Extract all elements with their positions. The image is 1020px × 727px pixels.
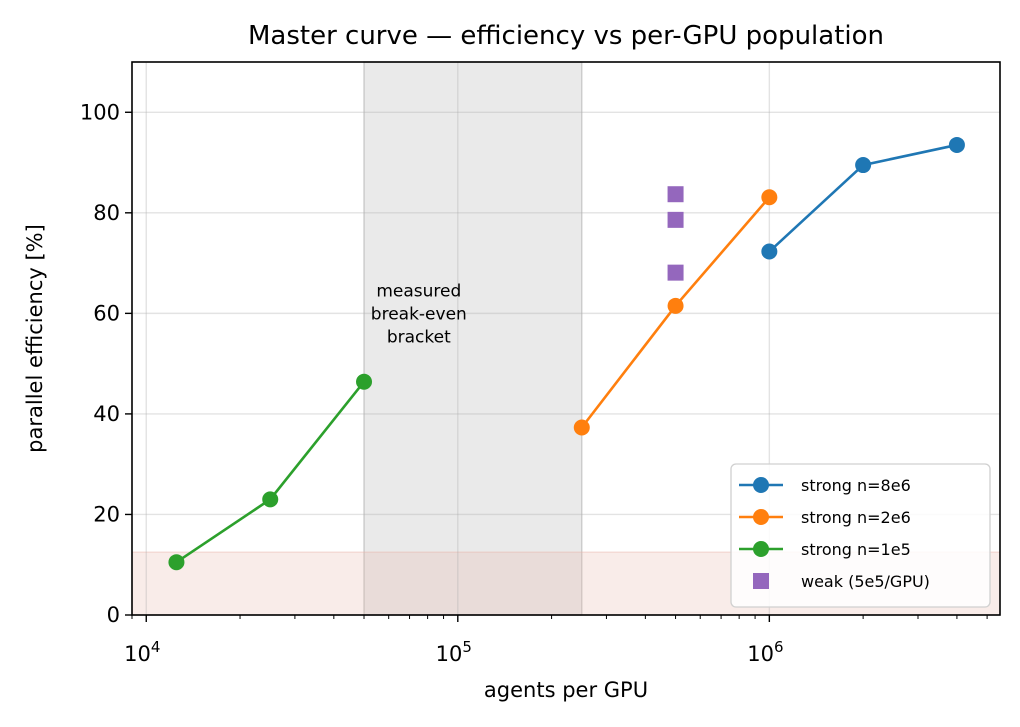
legend-label: strong n=8e6: [801, 476, 911, 495]
legend: strong n=8e6 strong n=2e6 strong n=1e5 weak…: [730, 463, 991, 608]
legend-label: strong n=2e6: [801, 508, 911, 527]
y-tick-label: 0: [107, 603, 120, 627]
legend-box: [730, 463, 991, 608]
data-point: [761, 189, 778, 206]
axis-ticks: 0 20 40 60 80 100 104 105 106: [80, 100, 988, 666]
y-tick-label: 60: [93, 301, 120, 325]
plot-frame: [131, 61, 1001, 616]
y-tick-label: 20: [93, 502, 120, 526]
series-3: [667, 186, 684, 281]
data-point: [948, 136, 965, 153]
data-series: [168, 136, 965, 571]
y-tick-label: 80: [93, 201, 120, 225]
legend-marker: [753, 509, 769, 525]
y-tick-label: 100: [80, 100, 120, 124]
legend-label: strong n=1e5: [801, 540, 911, 559]
data-point: [667, 264, 684, 281]
data-point: [262, 491, 279, 508]
data-point: [168, 554, 185, 571]
annotations: measured break-even bracket: [371, 281, 467, 347]
data-point: [761, 243, 778, 260]
data-point: [667, 297, 684, 314]
legend-marker: [753, 477, 769, 493]
series-2: [168, 373, 373, 571]
y-axis-label: parallel efficiency [%]: [23, 224, 47, 453]
data-point: [573, 419, 590, 436]
annotation-line: break-even: [371, 304, 467, 324]
data-point: [667, 211, 684, 228]
shaded-bands: [132, 61, 1000, 616]
x-tick-label: 106: [747, 638, 783, 666]
legend-label: weak (5e5/GPU): [801, 572, 930, 591]
data-point: [667, 186, 684, 203]
chart-title: Master curve — efficiency vs per-GPU pop…: [248, 21, 884, 51]
x-axis-label: agents per GPU: [484, 678, 648, 702]
x-tick-label: 104: [124, 638, 160, 666]
vertical-band-0: [363, 61, 583, 616]
legend-marker: [753, 541, 769, 557]
annotation-line: measured: [376, 281, 461, 301]
annotation-line: bracket: [387, 327, 451, 347]
legend-marker: [753, 573, 769, 589]
data-point: [855, 157, 872, 174]
series-1: [573, 189, 778, 436]
data-point: [356, 373, 373, 390]
series-line: [175, 380, 366, 564]
series-0: [761, 136, 965, 260]
y-tick-label: 40: [93, 402, 120, 426]
x-tick-label: 105: [436, 638, 472, 666]
